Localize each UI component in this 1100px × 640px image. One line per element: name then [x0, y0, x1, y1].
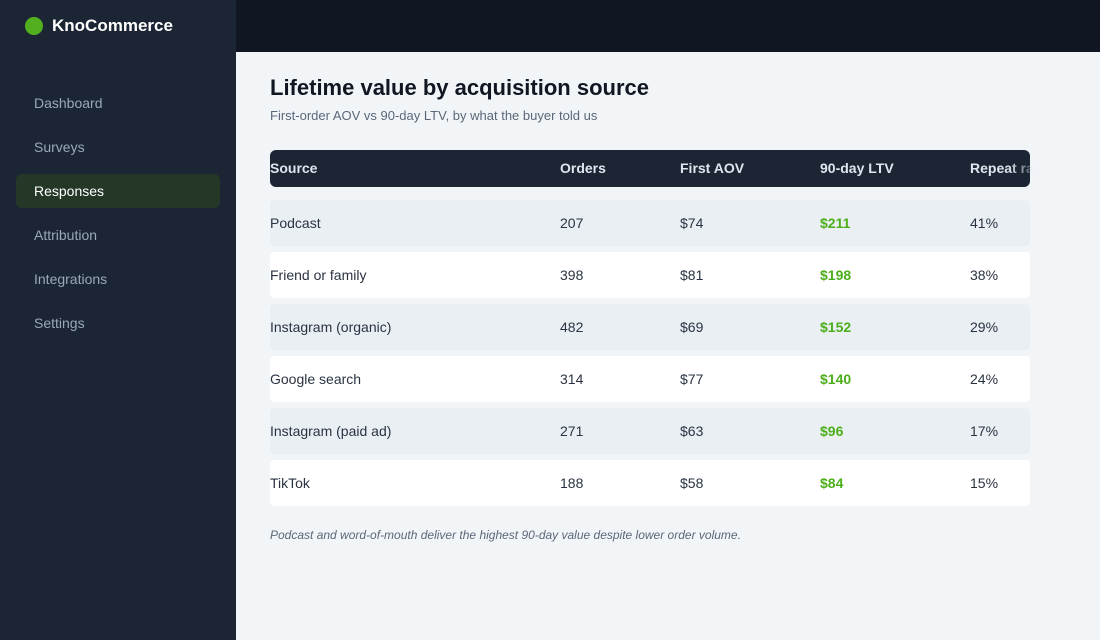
table-cell: 41%	[970, 215, 999, 231]
column-header[interactable]: Orders	[560, 160, 606, 176]
table-header	[270, 150, 1030, 187]
table-row[interactable]	[270, 200, 1030, 246]
brand[interactable]: KnoCommerce	[52, 16, 173, 35]
table-cell: $211	[820, 215, 851, 231]
table-cell: 398	[560, 267, 584, 283]
sidebar: KnoCommerce Dashboard Surveys Responses Att…	[0, 0, 236, 640]
table-row[interactable]	[270, 252, 1030, 298]
table-cell: 207	[560, 215, 584, 231]
nav-item[interactable]: Responses	[16, 174, 220, 208]
table-cell: 271	[560, 423, 584, 439]
table-cell: $198	[820, 267, 852, 283]
table-row[interactable]	[270, 304, 1030, 350]
table-row[interactable]	[270, 356, 1030, 402]
table-cell: $96	[820, 423, 844, 439]
nav-item[interactable]: Surveys	[34, 139, 85, 155]
table-cell: $63	[680, 423, 704, 439]
table-cell: 38%	[970, 267, 999, 283]
column-header[interactable]: First AOV	[680, 160, 745, 176]
table-cell: 15%	[970, 475, 999, 491]
column-header[interactable]: 90-day LTV	[820, 160, 894, 176]
column-header[interactable]: Source	[270, 160, 318, 176]
nav-item[interactable]: Attribution	[34, 227, 98, 243]
nav-item[interactable]: Dashboard	[34, 95, 103, 111]
table-cell: $84	[820, 475, 844, 491]
nav-item[interactable]: Integrations	[34, 271, 108, 287]
table-cell: TikTok	[270, 475, 310, 491]
nav-item[interactable]: Settings	[34, 315, 85, 331]
page-title: Lifetime value by acquisition source	[270, 75, 649, 100]
table-cell: Friend or family	[270, 267, 367, 283]
table-cell: $69	[680, 319, 704, 335]
brand-logo	[25, 17, 43, 35]
table-cell: $58	[680, 475, 704, 491]
table-cell: $77	[680, 371, 704, 387]
table-cell: $74	[680, 215, 704, 231]
table-cell: $81	[680, 267, 704, 283]
table-cell: $152	[820, 319, 852, 335]
page-subtitle: First-order AOV vs 90-day LTV, by what t…	[270, 108, 598, 123]
table-cell: 17%	[970, 423, 999, 439]
table-cell: 24%	[970, 371, 999, 387]
table-cell: Instagram (organic)	[270, 319, 392, 335]
column-header[interactable]: Repeat rate	[970, 160, 1040, 176]
table-cell: 314	[560, 371, 584, 387]
table-cell: 188	[560, 475, 584, 491]
table-cell: $140	[820, 371, 852, 387]
table-cell: Google search	[270, 371, 362, 387]
table-cell: 29%	[970, 319, 999, 335]
table-row[interactable]	[270, 408, 1030, 454]
table-cell: Instagram (paid ad)	[270, 423, 392, 439]
table-row[interactable]	[270, 460, 1030, 506]
footnote: Podcast and word-of-mouth deliver the hi…	[270, 528, 741, 542]
topbar	[236, 0, 1100, 52]
table-cell: Podcast	[270, 215, 321, 231]
table-cell: 482	[560, 319, 584, 335]
